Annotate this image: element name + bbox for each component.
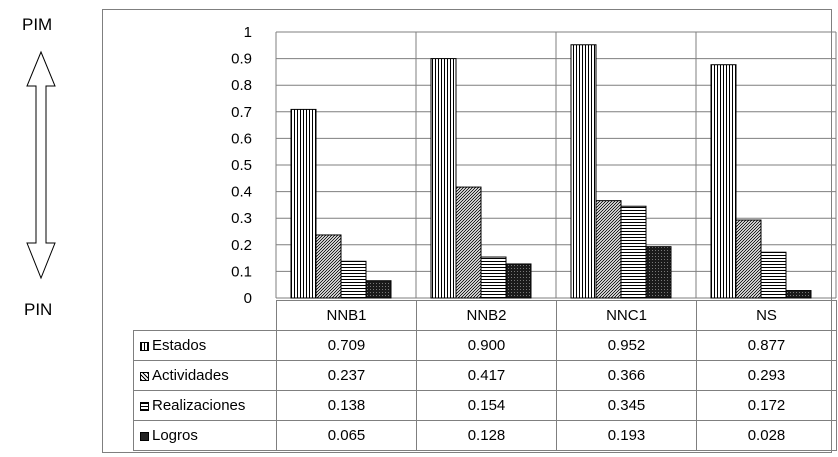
data-label: 0.237 xyxy=(276,360,417,391)
pin-label: PIN xyxy=(24,300,53,319)
table-row-actividades: Actividades 0.237 0.417 0.366 0.293 xyxy=(133,360,837,391)
data-label: 0.128 xyxy=(416,420,557,451)
bar-logros-ns xyxy=(785,290,812,299)
data-label: 0.138 xyxy=(276,390,417,421)
category-header: NNB1 xyxy=(276,300,417,331)
y-tick-label: 0.1 xyxy=(231,263,252,280)
y-tick-label: 0.5 xyxy=(231,157,252,174)
bar-estados-nnc1 xyxy=(570,44,597,299)
legend-entry: Actividades xyxy=(133,360,277,391)
y-axis-ticks: 0 0.1 0.2 0.3 0.4 0.5 0.6 0.7 0.8 0.9 1 xyxy=(231,24,252,307)
legend-entry: Logros xyxy=(133,420,277,451)
category-header: NNC1 xyxy=(556,300,697,331)
y-tick-label: 0.3 xyxy=(231,210,252,227)
data-label: 0.709 xyxy=(276,330,417,361)
category-header: NNB2 xyxy=(416,300,557,331)
bar-realizaciones-nnb1 xyxy=(340,260,367,299)
bar-logros-nnb1 xyxy=(365,280,392,299)
y-tick-label: 0.2 xyxy=(231,237,252,254)
table-row-logros: Logros 0.065 0.128 0.193 0.028 xyxy=(133,420,837,451)
logros-swatch-icon xyxy=(140,432,149,441)
y-tick-label: 0.6 xyxy=(231,130,252,147)
data-label: 0.065 xyxy=(276,420,417,451)
bar-logros-nnb2 xyxy=(505,263,532,299)
table-header-row: NNB1 NNB2 NNC1 NS xyxy=(133,300,837,331)
legend-entry: Realizaciones xyxy=(133,390,277,421)
pim-label: PIM xyxy=(22,15,53,34)
data-label: 0.417 xyxy=(416,360,557,391)
legend-entry: Estados xyxy=(133,330,277,361)
bar-realizaciones-ns xyxy=(760,251,787,299)
bar-estados-nnb2 xyxy=(430,58,457,299)
y-tick-label: 0.4 xyxy=(231,184,252,201)
series-name: Estados xyxy=(152,337,207,354)
bar-actividades-ns xyxy=(735,219,762,299)
data-label: 0.193 xyxy=(556,420,697,451)
y-tick-label: 0 xyxy=(244,290,252,307)
bar-actividades-nnc1 xyxy=(595,200,622,299)
table-row-estados: Estados 0.709 0.900 0.952 0.877 xyxy=(133,330,837,361)
category-header: NS xyxy=(696,300,837,331)
data-label: 0.028 xyxy=(696,420,837,451)
actividades-swatch-icon xyxy=(140,372,149,381)
data-label: 0.366 xyxy=(556,360,697,391)
realizaciones-swatch-icon xyxy=(140,402,149,411)
data-label: 0.345 xyxy=(556,390,697,421)
grid-lines xyxy=(275,31,837,299)
chart-frame xyxy=(102,9,832,453)
bar-actividades-nnb1 xyxy=(315,234,342,299)
data-label: 0.877 xyxy=(696,330,837,361)
y-tick-label: 0.9 xyxy=(231,51,252,68)
bars xyxy=(290,44,812,299)
data-label: 0.172 xyxy=(696,390,837,421)
series-name: Logros xyxy=(152,427,198,444)
series-name: Realizaciones xyxy=(152,397,246,414)
double-arrow-icon xyxy=(26,50,56,280)
y-tick-label: 0.8 xyxy=(231,77,252,94)
data-table: NNB1 NNB2 NNC1 NS Estados 0.709 0.900 0.… xyxy=(133,300,837,451)
bar-estados-nnb1 xyxy=(290,108,317,299)
data-label: 0.900 xyxy=(416,330,557,361)
y-tick-label: 0.7 xyxy=(231,104,252,121)
series-name: Actividades xyxy=(152,367,229,384)
data-label: 0.293 xyxy=(696,360,837,391)
table-corner xyxy=(133,300,277,331)
estados-swatch-icon xyxy=(140,342,149,351)
data-label: 0.952 xyxy=(556,330,697,361)
bar-logros-nnc1 xyxy=(645,246,672,299)
bar-actividades-nnb2 xyxy=(455,186,482,299)
data-label: 0.154 xyxy=(416,390,557,421)
table-row-realizaciones: Realizaciones 0.138 0.154 0.345 0.172 xyxy=(133,390,837,421)
bar-estados-ns xyxy=(710,64,737,299)
y-tick-label: 1 xyxy=(244,24,252,41)
bar-realizaciones-nnb2 xyxy=(480,256,507,299)
bar-realizaciones-nnc1 xyxy=(620,205,647,299)
